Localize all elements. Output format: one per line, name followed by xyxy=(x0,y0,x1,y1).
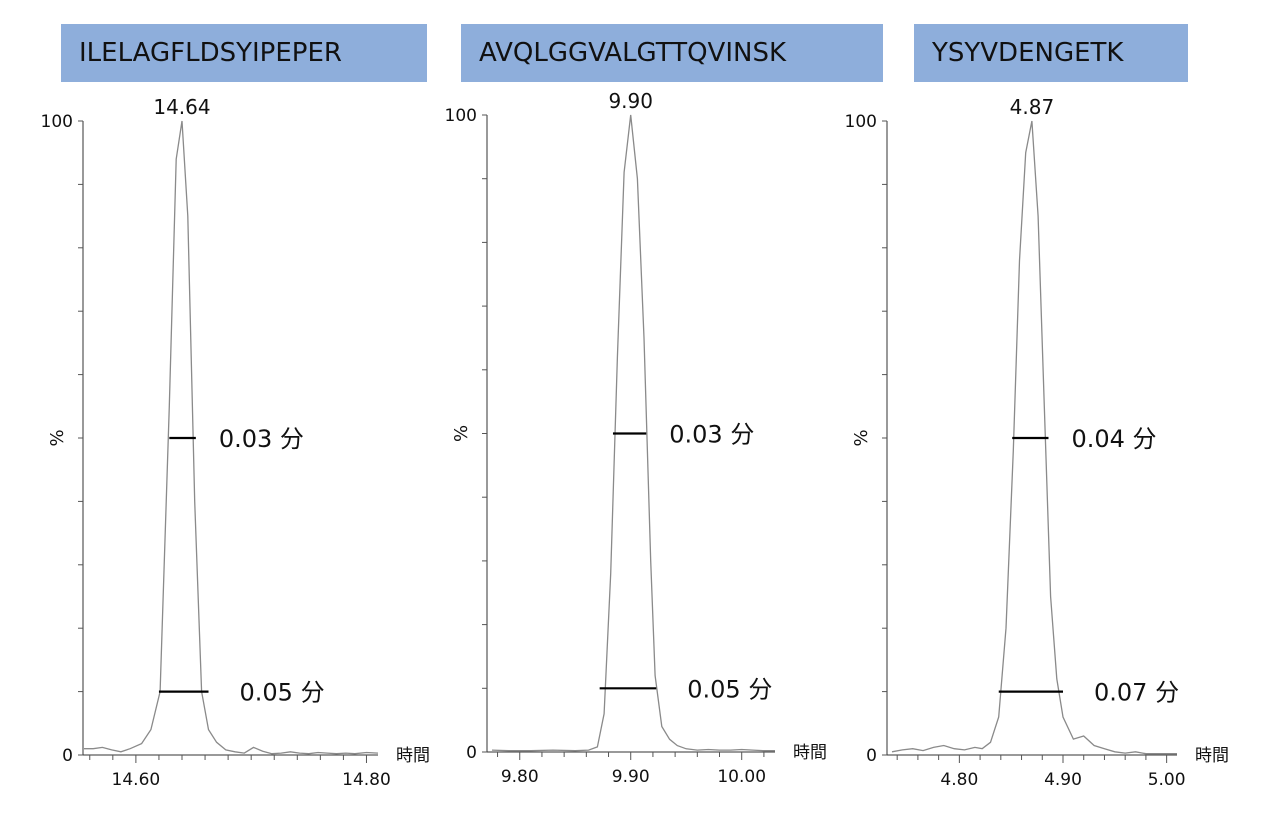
peak-width-label-3: 0.07 分 xyxy=(1094,679,1179,707)
apex-label-3: 4.87 xyxy=(1010,95,1055,119)
apex-label-1: 14.64 xyxy=(153,95,210,119)
y-tick-label-2: 0 xyxy=(466,743,477,763)
y-tick-label-3: 0 xyxy=(866,746,877,766)
series-line-2 xyxy=(491,114,775,752)
y-axis-label-2: % xyxy=(451,425,472,442)
x-tick-label-2: 10.00 xyxy=(717,767,766,787)
y-axis-label-3: % xyxy=(851,429,872,446)
x-tick-label-1: 14.60 xyxy=(112,770,161,790)
apex-label-2: 9.90 xyxy=(608,89,653,113)
x-axis-label-2: 時間 xyxy=(793,743,827,763)
x-axis-label-1: 時間 xyxy=(396,746,430,766)
y-tick-label-2: 100 xyxy=(445,106,477,126)
y-axis-label-1: % xyxy=(47,429,68,446)
x-tick-label-2: 9.90 xyxy=(612,767,650,787)
peak-width-label-3: 0.04 分 xyxy=(1071,425,1156,453)
x-axis-label-3: 時間 xyxy=(1195,746,1229,766)
x-tick-label-3: 4.90 xyxy=(1044,770,1082,790)
chart-title-3: YSYVDENGETK xyxy=(914,24,1188,82)
y-tick-label-3: 100 xyxy=(845,112,877,132)
series-line-3 xyxy=(891,120,1177,755)
peak-width-label-1: 0.05 分 xyxy=(240,679,325,707)
chart-title-1: ILELAGFLDSYIPEPER xyxy=(61,24,427,82)
peak-width-label-1: 0.03 分 xyxy=(219,425,304,453)
y-tick-label-1: 100 xyxy=(41,112,73,132)
x-tick-label-3: 5.00 xyxy=(1148,770,1186,790)
x-tick-label-2: 9.80 xyxy=(501,767,539,787)
peak-width-label-2: 0.05 分 xyxy=(687,675,772,703)
x-tick-label-1: 14.80 xyxy=(342,770,391,790)
series-line-1 xyxy=(84,120,379,755)
y-tick-label-1: 0 xyxy=(62,746,73,766)
x-tick-label-3: 4.80 xyxy=(940,770,978,790)
peak-width-label-2: 0.03 分 xyxy=(669,421,754,449)
chart-title-2: AVQLGGVALGTTQVINSK xyxy=(461,24,883,82)
